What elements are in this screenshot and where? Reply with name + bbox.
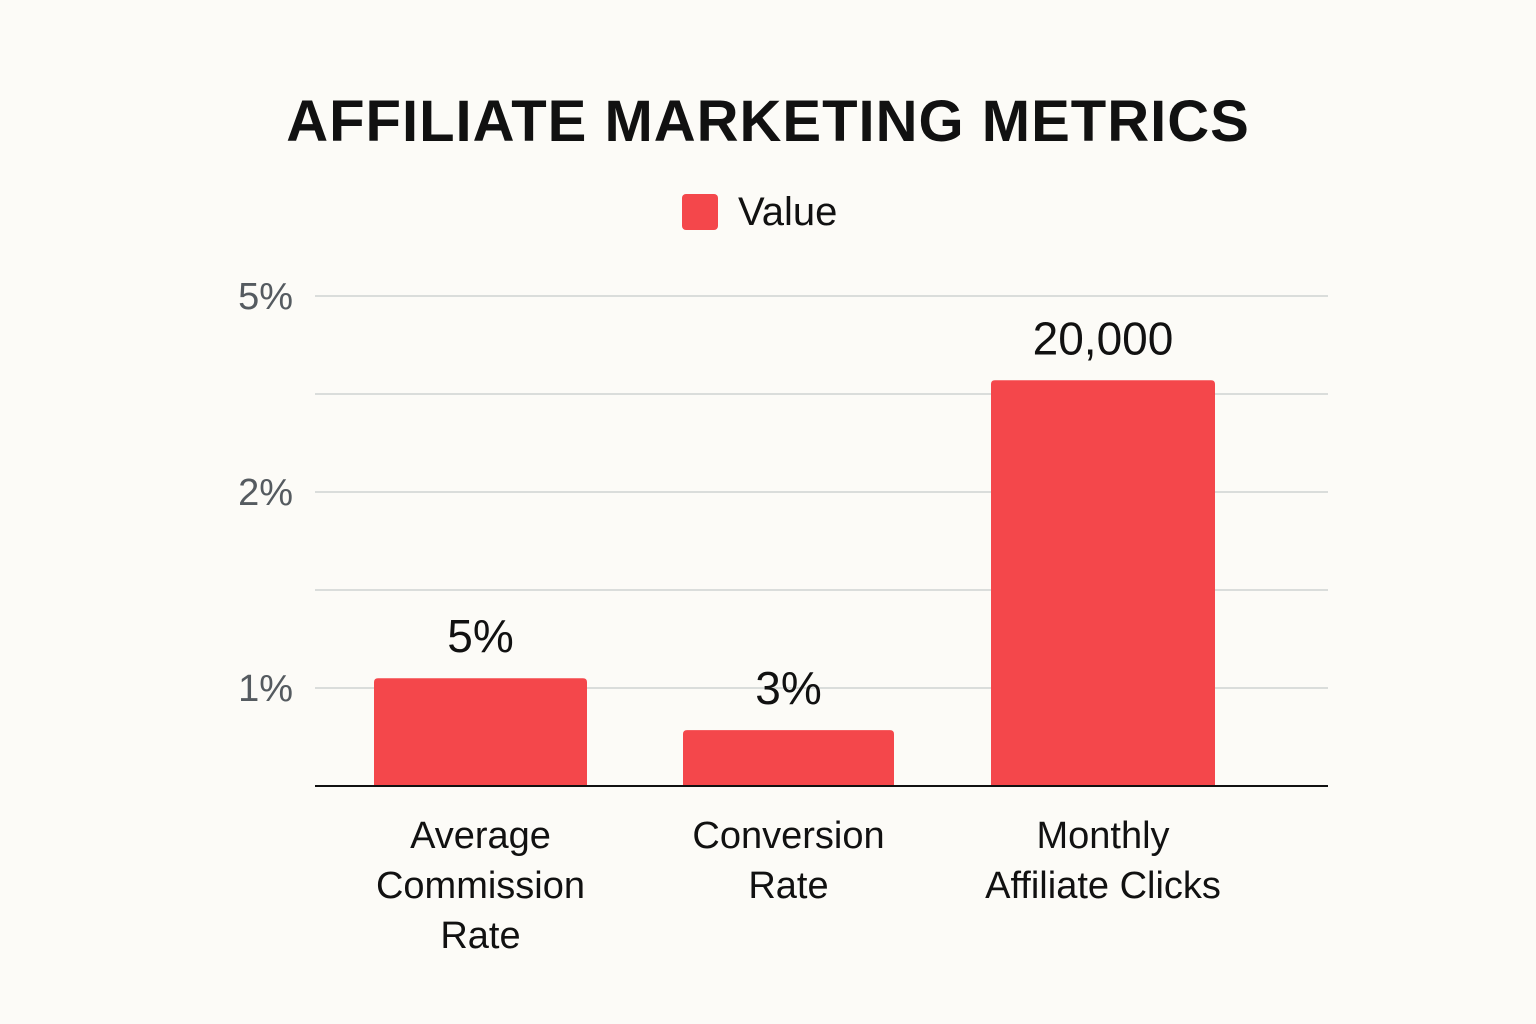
y-tick-label: 5%	[238, 276, 293, 318]
legend-label: Value	[738, 189, 838, 234]
category-label-1: Conversion Rate	[692, 815, 884, 907]
y-tick-label: 1%	[238, 668, 293, 710]
category-label-line: Affiliate Clicks	[985, 865, 1221, 907]
category-label-line: Average	[410, 815, 551, 857]
y-tick-label: 2%	[238, 472, 293, 514]
category-label-0: Average Commission Rate	[376, 815, 585, 957]
category-label-line: Conversion	[692, 815, 884, 857]
bars	[374, 380, 1215, 786]
data-label-2: 20,000	[1033, 312, 1174, 364]
category-label-line: Commission	[376, 865, 585, 907]
bar-1	[683, 730, 894, 786]
data-label-0: 5%	[447, 610, 513, 662]
bar-0	[374, 678, 587, 786]
legend: Value	[682, 190, 837, 234]
category-label-line: Rate	[748, 865, 828, 907]
category-label-line: Monthly	[1036, 815, 1169, 857]
chart-title: AFFILIATE MARKETING METRICS	[286, 89, 1250, 154]
category-labels: Average Commission Rate Conversion Rate Month…	[376, 815, 1221, 957]
data-label-1: 3%	[755, 662, 821, 714]
category-label-line: Rate	[440, 915, 520, 957]
legend-swatch	[682, 194, 718, 230]
y-axis-ticks: 1% 2% 5%	[238, 276, 293, 710]
category-label-2: Monthly Affiliate Clicks	[985, 815, 1221, 907]
bar-2	[991, 380, 1215, 786]
data-labels: 5% 3% 20,000	[447, 312, 1173, 714]
